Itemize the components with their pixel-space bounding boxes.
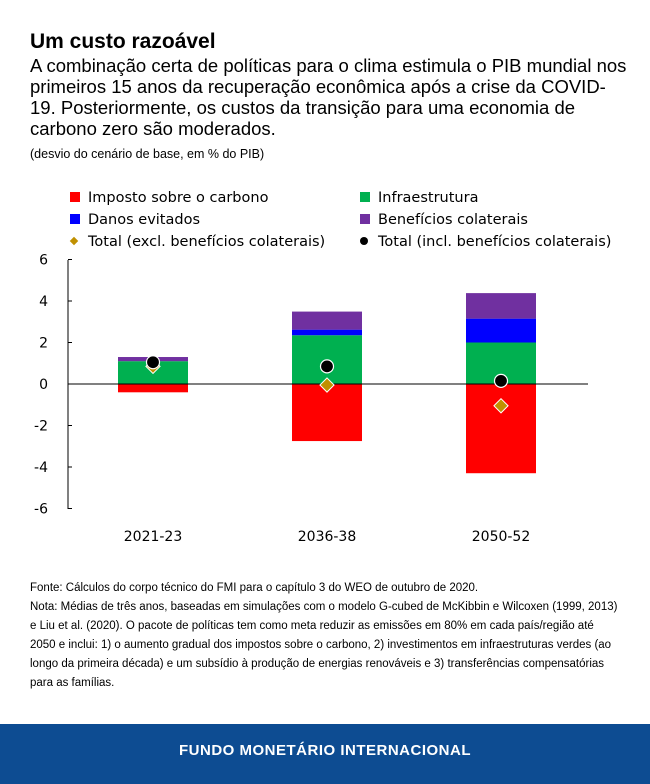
- legend-diamond-icon: [69, 236, 79, 246]
- y-tick-label: 0: [39, 377, 48, 393]
- x-tick-label: 2021-23: [124, 529, 183, 545]
- bar-segment: [292, 311, 362, 330]
- legend-swatch: [360, 192, 370, 202]
- legend-label: Imposto sobre o carbono: [88, 190, 269, 206]
- unit-label: (desvio do cenário de base, em % do PIB): [30, 147, 265, 161]
- notes: Fonte: Cálculos do corpo técnico do FMI …: [30, 579, 620, 693]
- bar-segment: [292, 329, 362, 336]
- source-note: Fonte: Cálculos do corpo técnico do FMI …: [30, 582, 479, 594]
- explanatory-note: Nota: Médias de três anos, baseadas em s…: [30, 601, 618, 689]
- x-tick-label: 2036-38: [298, 529, 357, 545]
- bar-segment: [466, 318, 536, 343]
- y-tick-label: -6: [34, 502, 48, 518]
- bar-segment: [466, 293, 536, 319]
- bar-segment: [466, 384, 536, 474]
- y-tick-label: 2: [39, 336, 48, 352]
- y-tick-label: -4: [34, 460, 48, 476]
- legend-swatch: [70, 214, 80, 224]
- chart-title: Um custo razoável: [30, 30, 216, 53]
- x-tick-label: 2050-52: [472, 529, 531, 545]
- chart: Imposto sobre o carbono Infraestrutura Dan…: [34, 190, 611, 545]
- legend-label: Infraestrutura: [378, 190, 478, 206]
- total-incl-marker: [493, 373, 509, 388]
- legend-swatch: [360, 214, 370, 224]
- legend-circle-icon: [360, 237, 368, 245]
- total-excl-marker: [493, 398, 509, 414]
- total-incl-marker: [319, 359, 335, 374]
- bar-segment: [292, 384, 362, 442]
- bar-segment: [118, 384, 188, 393]
- legend-label: Total (excl. benefícios colaterais): [87, 234, 325, 250]
- chart-subtitle: A combinação certa de políticas para o c…: [30, 55, 627, 139]
- y-tick-label: 4: [39, 294, 48, 310]
- legend-swatch: [70, 192, 80, 202]
- legend-label: Benefícios colaterais: [378, 212, 528, 228]
- total-excl-marker: [319, 377, 335, 393]
- y-tick-label: 6: [39, 253, 48, 269]
- footer-brand: FUNDO MONETÁRIO INTERNACIONAL: [0, 724, 650, 784]
- y-tick-label: -2: [34, 419, 48, 435]
- total-incl-marker: [145, 355, 161, 370]
- legend-label: Danos evitados: [88, 212, 200, 228]
- legend-label: Total (incl. benefícios colaterais): [377, 234, 611, 250]
